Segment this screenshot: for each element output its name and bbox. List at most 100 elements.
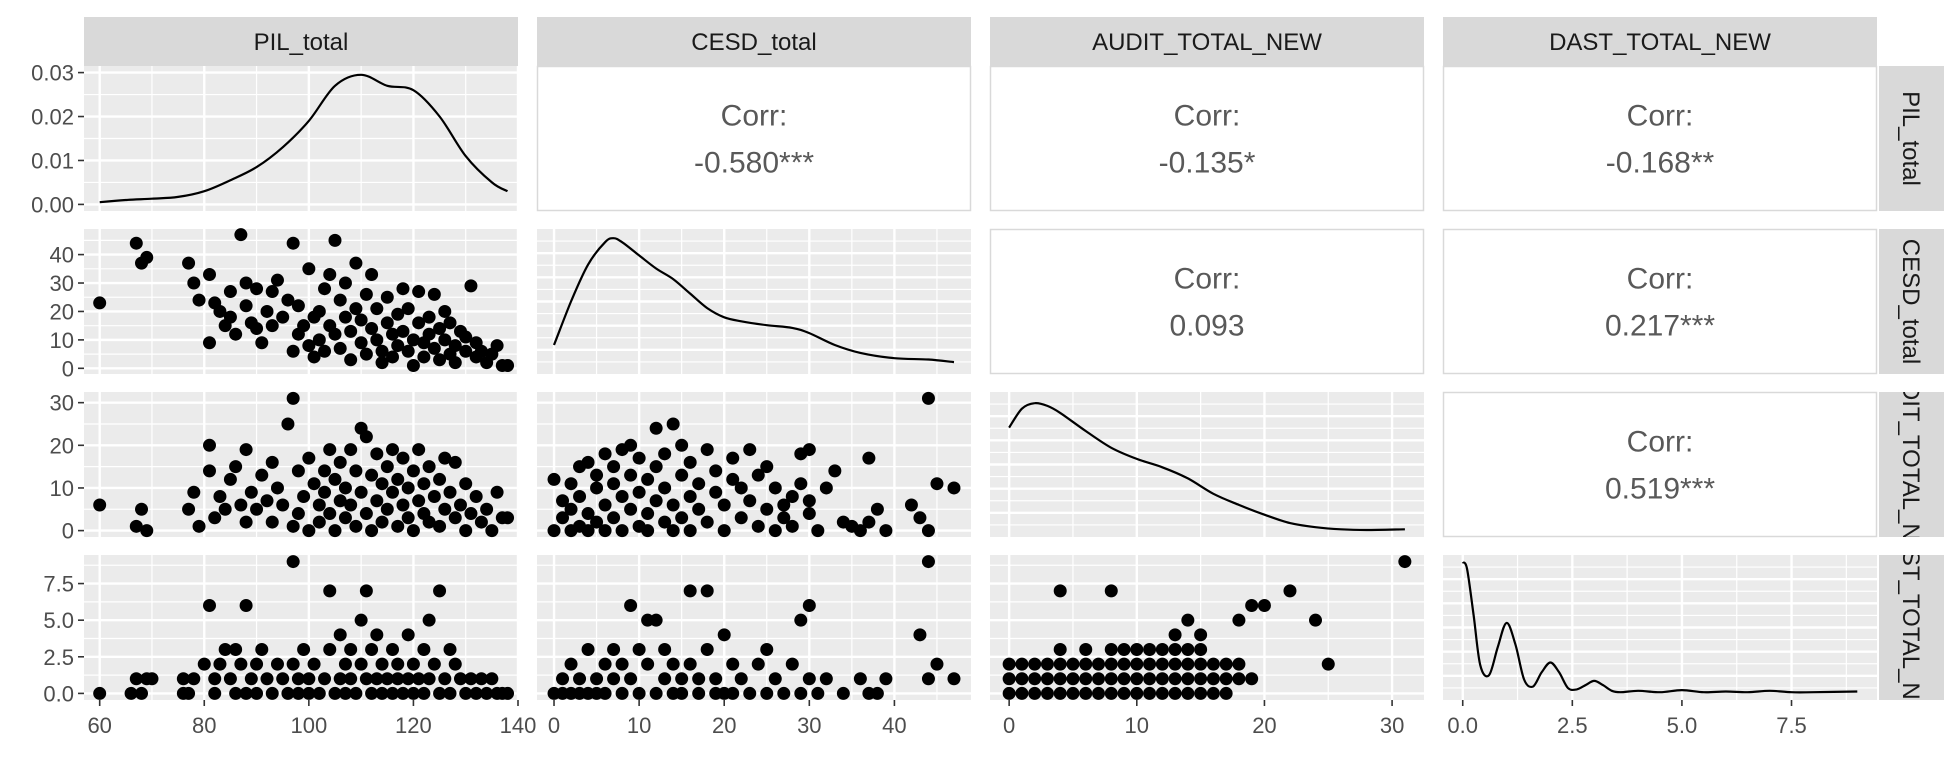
scatter-point-r3c2-71 xyxy=(785,489,799,503)
scatter-point-r3c1-71 xyxy=(406,524,420,538)
scatter-point-r4c3-56 xyxy=(1181,642,1195,656)
scatter-point-r3c1-24 xyxy=(276,498,290,512)
strip-top-label-2: CESD_total xyxy=(691,29,816,56)
scatter-point-r4c2-39 xyxy=(717,628,731,642)
scatter-point-r3c2-66 xyxy=(760,502,774,516)
scatter-point-r4c3-74 xyxy=(1257,599,1271,613)
scatter-point-r4c2-46 xyxy=(760,642,774,656)
scatter-point-r4c2-56 xyxy=(819,672,833,686)
scatter-point-r4c2-65 xyxy=(930,657,944,671)
scatter-point-r2c1-73 xyxy=(406,333,420,347)
corr-value-r1c3: -0.135* xyxy=(1159,147,1256,180)
scatter-point-r3c1-96 xyxy=(501,511,515,525)
scatter-point-r4c3-12 xyxy=(1053,686,1067,700)
scatter-point-r2c1-80 xyxy=(422,327,436,341)
scatter-point-r3c2-85 xyxy=(862,451,876,465)
scatter-point-r4c3-53 xyxy=(1181,686,1195,700)
scatter-point-r3c2-34 xyxy=(649,460,663,474)
scatter-point-r3c1-37 xyxy=(318,485,332,499)
scatter-point-r4c1-32 xyxy=(286,657,300,671)
scatter-point-r2c1-69 xyxy=(396,282,410,296)
scatter-point-r4c3-55 xyxy=(1181,657,1195,671)
scatter-point-r2c1-43 xyxy=(328,233,342,247)
scatter-point-r3c2-3 xyxy=(556,494,570,508)
scatter-point-r4c3-19 xyxy=(1066,657,1080,671)
scatter-point-r4c1-42 xyxy=(323,642,337,656)
scatter-point-r4c2-33 xyxy=(692,686,706,700)
scatter-point-r3c1-21 xyxy=(265,455,279,469)
scatter-point-r3c1-46 xyxy=(344,443,358,457)
scatter-point-r3c2-11 xyxy=(581,455,595,469)
scatter-point-r4c2-4 xyxy=(564,657,578,671)
scatter-point-r2c1-49 xyxy=(344,324,358,338)
scatter-point-r4c2-47 xyxy=(760,686,774,700)
scatter-point-r4c1-1 xyxy=(124,686,138,700)
x-tick-label-c2-3: 30 xyxy=(797,713,821,738)
corr-label-r2c3: Corr: xyxy=(1174,263,1241,296)
scatter-point-r3c2-31 xyxy=(641,507,655,521)
scatter-point-r2c1-76 xyxy=(412,285,426,299)
scatter-point-r3c2-44 xyxy=(675,438,689,452)
y-tick-label-r2-3: 30 xyxy=(50,271,74,296)
scatter-point-r4c1-16 xyxy=(223,672,237,686)
scatter-point-r2c1-65 xyxy=(386,327,400,341)
scatter-point-r4c1-79 xyxy=(438,672,452,686)
scatter-point-r4c3-22 xyxy=(1079,657,1093,671)
scatter-point-r4c1-34 xyxy=(291,686,305,700)
scatter-point-r2c1-90 xyxy=(448,356,462,370)
scatter-point-r4c1-3 xyxy=(135,686,149,700)
scatter-point-r4c1-46 xyxy=(338,657,352,671)
scatter-point-r4c1-67 xyxy=(401,628,415,642)
scatter-point-r3c1-83 xyxy=(443,485,457,499)
corr-label-r1c4: Corr: xyxy=(1627,100,1694,133)
scatter-point-r3c2-12 xyxy=(581,507,595,521)
scatter-point-r3c1-52 xyxy=(359,430,373,444)
corr-panel-r1c4 xyxy=(1442,65,1878,212)
scatter-point-r3c1-92 xyxy=(480,502,494,516)
scatter-point-r3c2-91 xyxy=(921,524,935,538)
scatter-point-r3c1-87 xyxy=(459,477,473,491)
scatter-point-r4c1-75 xyxy=(422,672,436,686)
scatter-point-r3c1-54 xyxy=(365,468,379,482)
scatter-point-r3c2-27 xyxy=(624,438,638,452)
density-line-4 xyxy=(1461,561,1858,694)
scatter-point-r3c2-68 xyxy=(768,524,782,538)
scatter-point-r4c1-5 xyxy=(145,672,159,686)
scatter-point-r3c1-19 xyxy=(255,468,269,482)
scatter-point-r2c1-58 xyxy=(365,267,379,281)
scatter-point-r3c1-38 xyxy=(323,443,337,457)
scatter-point-r2c1-10 xyxy=(213,304,227,318)
scatter-point-r4c1-11 xyxy=(202,599,216,613)
scatter-point-r4c1-54 xyxy=(359,672,373,686)
scatter-point-r3c1-89 xyxy=(464,507,478,521)
corr-panel-r2c4 xyxy=(1442,228,1878,375)
scatter-point-r3c2-50 xyxy=(692,502,706,516)
scatter-point-r4c1-87 xyxy=(474,672,488,686)
scatter-point-r4c1-18 xyxy=(229,686,243,700)
scatter-point-r3c1-39 xyxy=(323,507,337,521)
scatter-point-r4c1-28 xyxy=(270,657,284,671)
scatter-point-r4c1-73 xyxy=(417,686,431,700)
y-tick-label-r3-2: 20 xyxy=(50,433,74,458)
scatter-point-r4c3-58 xyxy=(1194,686,1208,700)
corr-label-r2c4: Corr: xyxy=(1627,263,1694,296)
scatter-point-r2c1-70 xyxy=(396,324,410,338)
scatter-point-r3c1-73 xyxy=(412,443,426,457)
scatter-point-r3c1-94 xyxy=(490,485,504,499)
scatter-point-r3c2-78 xyxy=(811,524,825,538)
scatter-point-r4c1-58 xyxy=(370,672,384,686)
scatter-point-r3c1-55 xyxy=(365,524,379,538)
scatter-point-r2c1-74 xyxy=(406,358,420,372)
scatter-point-r4c1-63 xyxy=(386,686,400,700)
scatter-point-r4c1-13 xyxy=(208,686,222,700)
scatter-point-r2c1-14 xyxy=(229,327,243,341)
scatter-point-r3c1-36 xyxy=(318,464,332,478)
density-line-2 xyxy=(552,237,955,364)
scatter-point-r2c1-5 xyxy=(187,276,201,290)
scatter-point-r2c1-68 xyxy=(391,339,405,353)
scatter-point-r4c2-49 xyxy=(777,686,791,700)
x-tick-label-c2-0: 0 xyxy=(548,713,560,738)
scatter-point-r2c1-92 xyxy=(459,344,473,358)
scatter-point-r4c3-27 xyxy=(1104,686,1118,700)
